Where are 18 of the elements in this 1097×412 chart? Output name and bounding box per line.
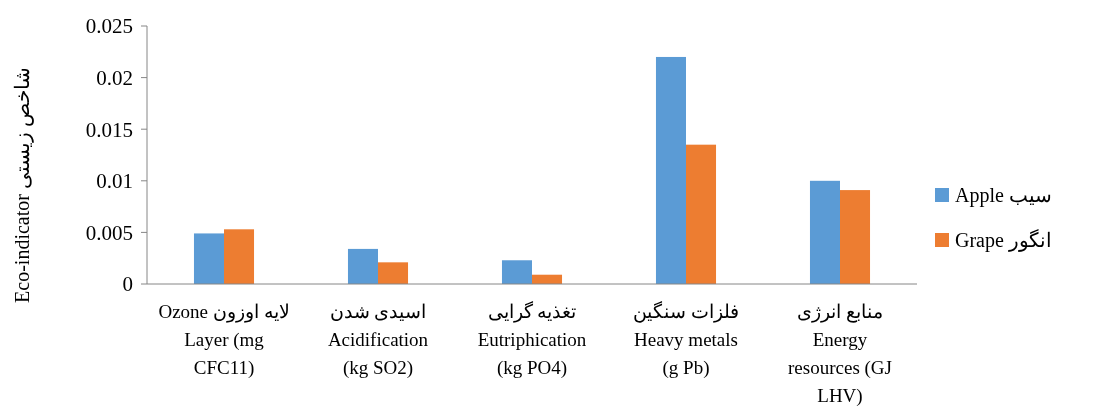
legend-label: Grape انگور (955, 229, 1052, 252)
y-tick-label: 0.015 (85, 117, 133, 142)
legend-label: Apple سیب (955, 184, 1052, 207)
bar (655, 56, 686, 284)
bar (224, 229, 255, 284)
y-tick-label: 0 (122, 272, 133, 297)
bar (840, 190, 871, 284)
bar (686, 144, 717, 284)
bar (347, 248, 378, 284)
y-tick-label: 0.01 (96, 169, 133, 194)
y-tick-label: 0.025 (85, 14, 133, 39)
y-axis-title: Eco-indicator شاخص زیستی (11, 67, 34, 303)
bar (501, 260, 532, 284)
y-tick-label: 0.02 (96, 65, 133, 90)
y-tick-label: 0.005 (85, 220, 133, 245)
bar (378, 262, 409, 284)
bar (809, 180, 840, 284)
bar (193, 233, 224, 284)
